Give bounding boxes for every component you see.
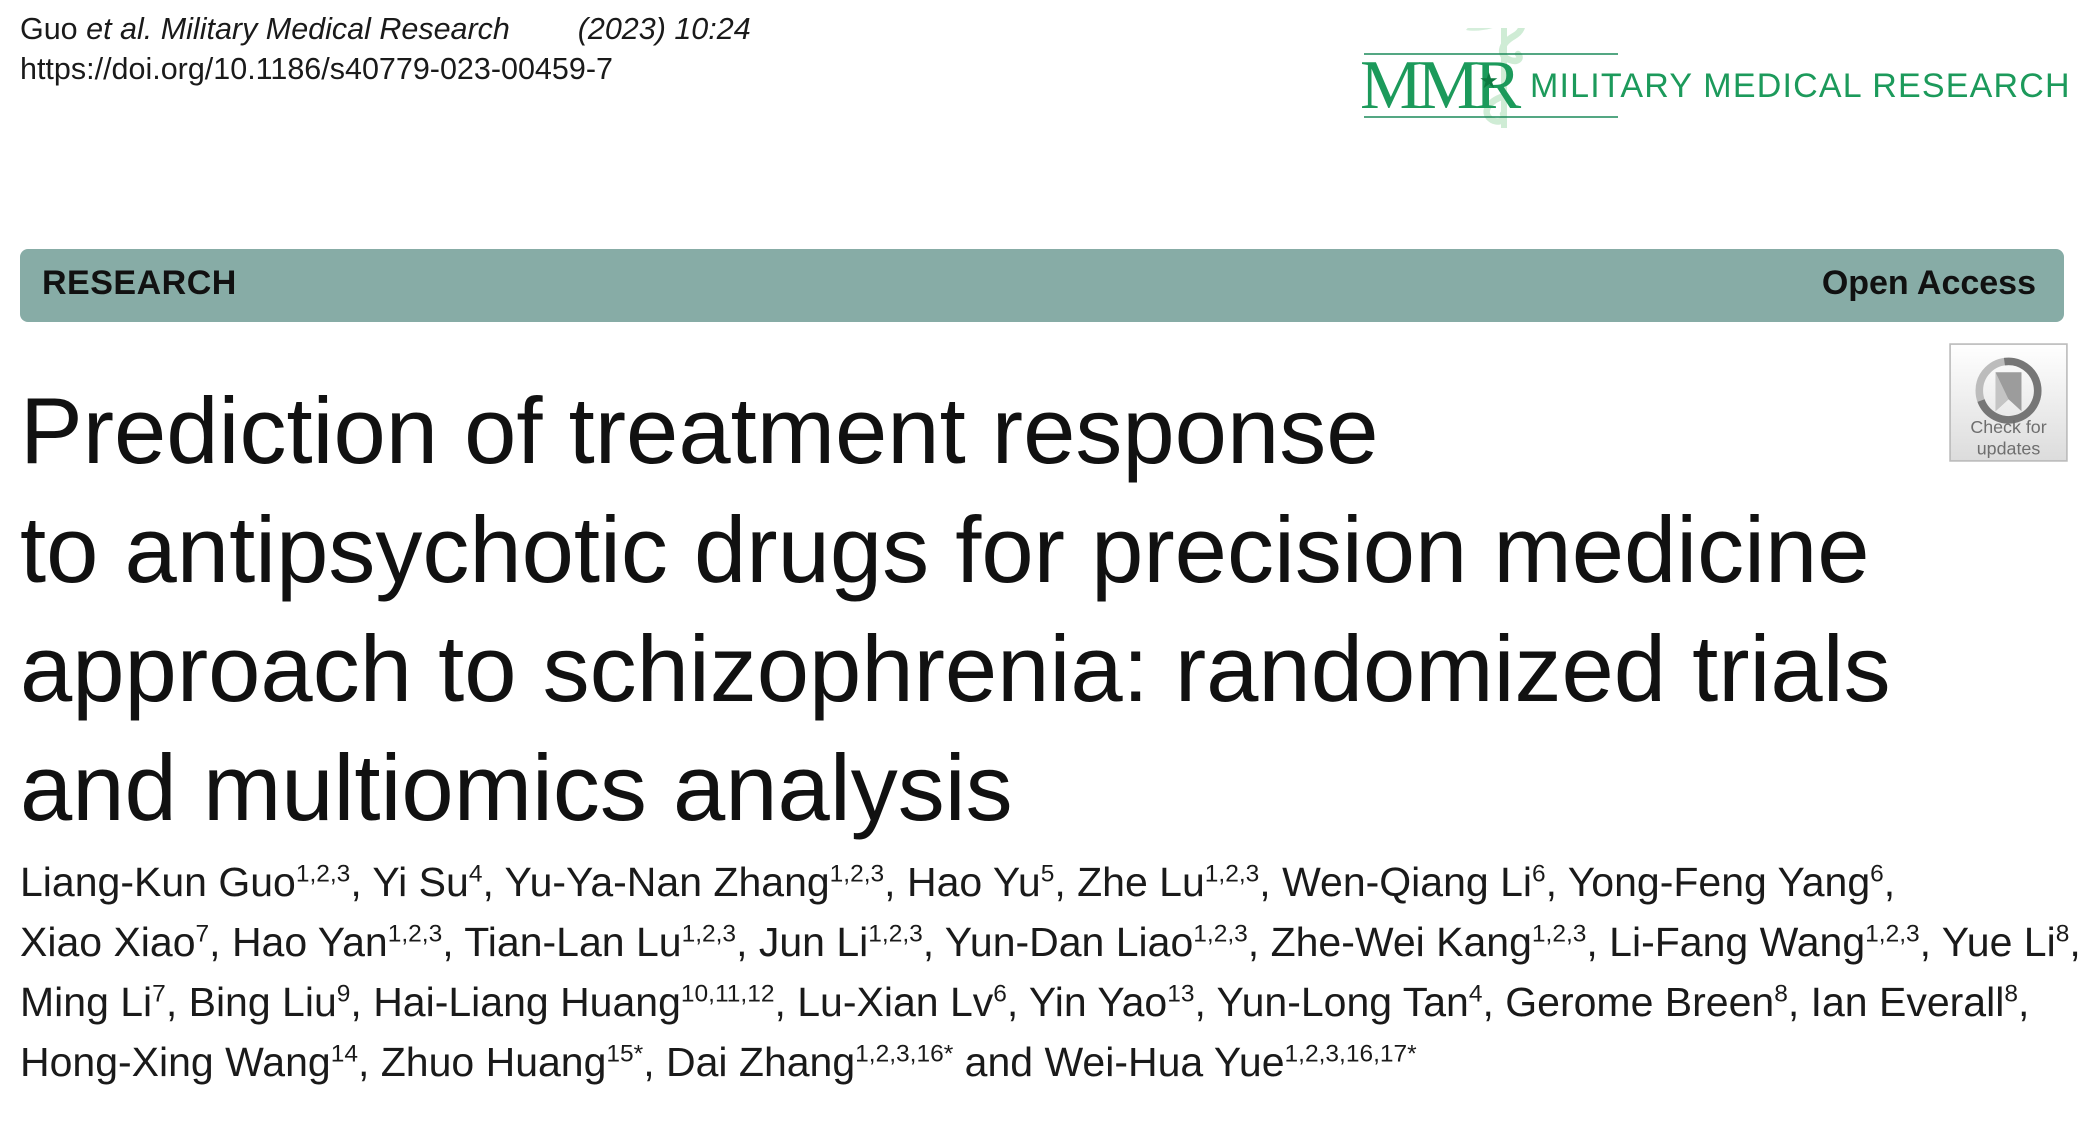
svg-text:MILITARY MEDICAL RESEARCH: MILITARY MEDICAL RESEARCH [1530, 67, 2071, 105]
svg-text:★: ★ [1479, 68, 1499, 93]
